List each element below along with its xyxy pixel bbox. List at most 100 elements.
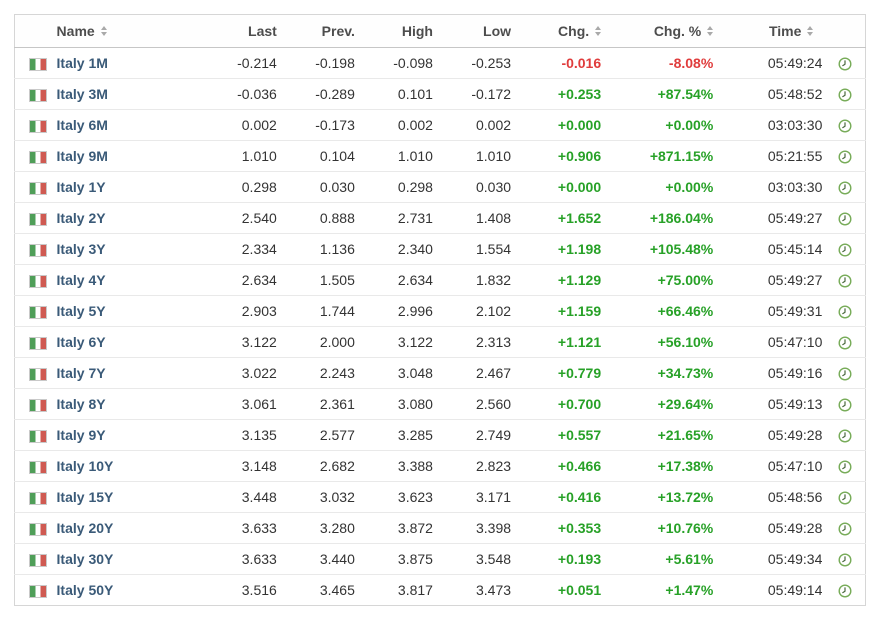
prev-value: -0.198: [315, 55, 355, 71]
clock-icon: [838, 398, 852, 412]
header-chg[interactable]: Chg.: [523, 14, 614, 48]
header-chg-pct[interactable]: Chg. %: [613, 14, 726, 48]
last-value: 3.148: [204, 450, 289, 482]
low-value: 1.832: [444, 264, 524, 296]
header-name-label: Name: [56, 23, 95, 39]
table-row: Italy 10Y 3.148 2.682 3.388 2.823 +0.466…: [14, 450, 866, 482]
instrument-link[interactable]: Italy 2Y: [56, 210, 106, 226]
instrument-link[interactable]: Italy 3Y: [56, 241, 106, 257]
instrument-link[interactable]: Italy 9Y: [56, 427, 106, 443]
time-value: 05:47:10: [725, 450, 826, 482]
chg-pct-value: +56.10%: [613, 326, 726, 358]
chg-pct-value: +105.48%: [613, 233, 726, 265]
time-value: 03:03:30: [725, 171, 826, 203]
header-name[interactable]: Name: [56, 14, 205, 48]
instrument-link[interactable]: Italy 6Y: [56, 334, 106, 350]
instrument-link[interactable]: Italy 5Y: [56, 303, 106, 319]
last-value: 2.540: [204, 202, 289, 234]
header-chg-pct-label: Chg. %: [653, 23, 702, 39]
prev-value: 1.505: [288, 264, 367, 296]
prev-value: 3.465: [288, 574, 367, 606]
chg-pct-value: +0.00%: [613, 109, 726, 141]
clock-icon: [838, 305, 852, 319]
clock-icon: [838, 584, 852, 598]
low-value: 2.749: [444, 419, 524, 451]
prev-value: -0.289: [288, 78, 367, 110]
time-value: 05:49:24: [767, 55, 823, 71]
low-value: 2.823: [444, 450, 524, 482]
instrument-link[interactable]: Italy 1Y: [56, 179, 106, 195]
low-value: 1.408: [444, 202, 524, 234]
bond-yields-panel: Name Last Prev. High Low Chg. Chg. % Tim…: [14, 14, 866, 606]
italy-flag-icon: [29, 398, 47, 412]
clock-icon: [838, 57, 852, 71]
instrument-link[interactable]: Italy 1M: [56, 55, 108, 71]
table-row: Italy 1M -0.214 -0.198 -0.098 -0.253 -0.…: [15, 48, 866, 79]
chg-value: +1.652: [523, 202, 614, 234]
chg-value: +0.051: [523, 574, 614, 606]
instrument-link[interactable]: Italy 10Y: [56, 458, 114, 474]
last-value: 3.135: [204, 419, 289, 451]
high-value: 3.875: [366, 543, 445, 575]
time-value: 05:49:28: [725, 512, 826, 544]
chg-pct-value: +21.65%: [613, 419, 726, 451]
italy-flag-icon: [29, 150, 47, 164]
last-value: 3.022: [204, 357, 289, 389]
low-value: 3.548: [444, 543, 524, 575]
table-row: Italy 3Y 2.334 1.136 2.340 1.554 +1.198 …: [14, 233, 866, 265]
time-value: 05:48:52: [725, 78, 826, 110]
high-value: 2.731: [366, 202, 445, 234]
clock-icon: [838, 274, 852, 288]
italy-flag-icon: [29, 212, 47, 226]
low-value: 2.313: [444, 326, 524, 358]
italy-flag-icon: [29, 336, 47, 350]
last-value: 0.298: [204, 171, 289, 203]
prev-value: 0.888: [288, 202, 367, 234]
header-low-label: Low: [483, 23, 512, 39]
time-value: 05:49:13: [725, 388, 826, 420]
instrument-link[interactable]: Italy 15Y: [56, 489, 114, 505]
prev-value: 1.136: [288, 233, 367, 265]
italy-flag-icon: [29, 243, 47, 257]
chg-value: +0.466: [523, 450, 614, 482]
chg-value: +0.353: [523, 512, 614, 544]
instrument-link[interactable]: Italy 9M: [56, 148, 108, 164]
chg-value: +0.193: [523, 543, 614, 575]
instrument-link[interactable]: Italy 3M: [56, 86, 108, 102]
high-value: -0.098: [393, 55, 433, 71]
instrument-link[interactable]: Italy 4Y: [56, 272, 106, 288]
high-value: 0.298: [366, 171, 445, 203]
prev-value: -0.173: [288, 109, 367, 141]
italy-flag-icon: [29, 57, 47, 71]
instrument-link[interactable]: Italy 50Y: [56, 582, 114, 598]
high-value: 2.996: [366, 295, 445, 327]
time-value: 05:49:34: [725, 543, 826, 575]
high-value: 3.388: [366, 450, 445, 482]
sort-icon: [100, 26, 107, 37]
time-value: 05:49:16: [725, 357, 826, 389]
italy-flag-icon: [29, 119, 47, 133]
clock-icon: [838, 336, 852, 350]
last-value: 3.061: [204, 388, 289, 420]
last-value: 1.010: [204, 140, 289, 172]
chg-value: +0.779: [523, 357, 614, 389]
instrument-link[interactable]: Italy 8Y: [56, 396, 106, 412]
last-value: 3.516: [204, 574, 289, 606]
instrument-link[interactable]: Italy 7Y: [56, 365, 106, 381]
instrument-link[interactable]: Italy 20Y: [56, 520, 114, 536]
table-row: Italy 6M 0.002 -0.173 0.002 0.002 +0.000…: [14, 109, 866, 141]
chg-pct-value: +871.15%: [613, 140, 726, 172]
last-value: 3.633: [204, 512, 289, 544]
clock-icon: [838, 119, 852, 133]
table-row: Italy 2Y 2.540 0.888 2.731 1.408 +1.652 …: [14, 202, 866, 234]
header-time[interactable]: Time: [725, 14, 826, 48]
last-value: 3.633: [204, 543, 289, 575]
instrument-link[interactable]: Italy 6M: [56, 117, 108, 133]
clock-icon: [838, 150, 852, 164]
table-row: Italy 9Y 3.135 2.577 3.285 2.749 +0.557 …: [14, 419, 866, 451]
chg-value: +0.557: [523, 419, 614, 451]
table-row: Italy 7Y 3.022 2.243 3.048 2.467 +0.779 …: [14, 357, 866, 389]
header-chg-label: Chg.: [558, 23, 590, 39]
instrument-link[interactable]: Italy 30Y: [56, 551, 114, 567]
chg-value: +0.000: [523, 109, 614, 141]
